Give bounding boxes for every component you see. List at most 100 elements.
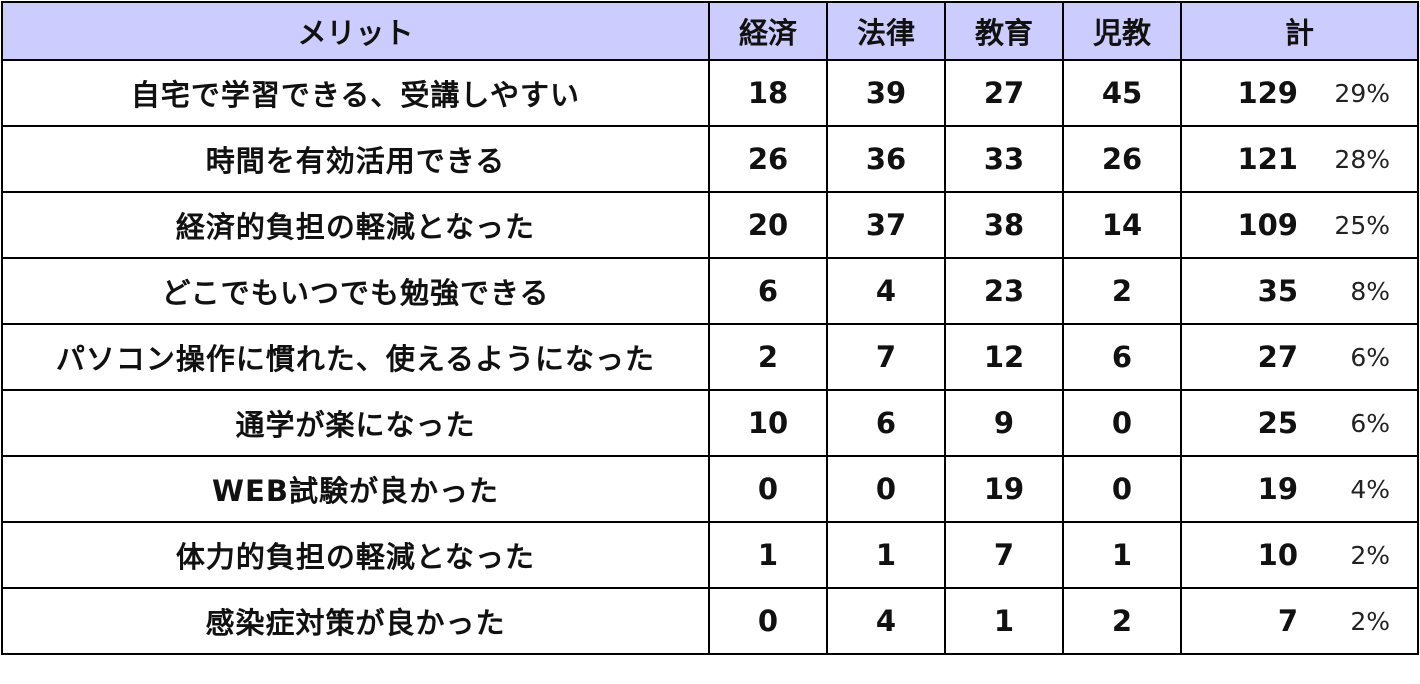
total-cell: 19 4%	[1180, 455, 1419, 523]
total-wrap: 129 29%	[1183, 62, 1416, 124]
total-cell: 129 29%	[1180, 59, 1419, 127]
count-law: 1	[826, 521, 946, 589]
count-law: 37	[826, 191, 946, 259]
table-row: どこでもいつでも勉強できる 6 4 23 2 35 8%	[1, 257, 1419, 325]
total-wrap: 27 6%	[1183, 326, 1416, 388]
count-child-education: 26	[1062, 125, 1182, 193]
count-child-education: 6	[1062, 323, 1182, 391]
count-education: 12	[944, 323, 1064, 391]
count-education: 1	[944, 587, 1064, 655]
count-education: 7	[944, 521, 1064, 589]
total-wrap: 7 2%	[1183, 590, 1416, 652]
count-education: 33	[944, 125, 1064, 193]
table-row: WEB試験が良かった 0 0 19 0 19 4%	[1, 455, 1419, 523]
count-education: 9	[944, 389, 1064, 457]
total-wrap: 25 6%	[1183, 392, 1416, 454]
total-cell: 27 6%	[1180, 323, 1419, 391]
count-economics: 18	[708, 59, 828, 127]
header-child-education: 児教	[1062, 1, 1182, 61]
count-child-education: 14	[1062, 191, 1182, 259]
count-law: 4	[826, 587, 946, 655]
total-count: 25	[1257, 406, 1298, 440]
table-row: 通学が楽になった 10 6 9 0 25 6%	[1, 389, 1419, 457]
total-percent: 4%	[1350, 474, 1390, 504]
count-law: 0	[826, 455, 946, 523]
count-law: 4	[826, 257, 946, 325]
count-economics: 1	[708, 521, 828, 589]
total-count: 27	[1257, 340, 1298, 374]
total-percent: 29%	[1334, 78, 1390, 108]
table-row: 時間を有効活用できる 26 36 33 26 121 28%	[1, 125, 1419, 193]
count-law: 36	[826, 125, 946, 193]
table-header: メリット 経済 法律 教育 児教 計	[1, 1, 1419, 61]
merit-label: 通学が楽になった	[1, 389, 710, 457]
merit-label: WEB試験が良かった	[1, 455, 710, 523]
count-education: 38	[944, 191, 1064, 259]
total-cell: 121 28%	[1180, 125, 1419, 193]
merit-label: 感染症対策が良かった	[1, 587, 710, 655]
merit-label: 経済的負担の軽減となった	[1, 191, 710, 259]
count-child-education: 2	[1062, 587, 1182, 655]
total-percent: 6%	[1350, 408, 1390, 438]
total-count: 109	[1237, 208, 1298, 242]
total-count: 129	[1237, 76, 1298, 110]
count-law: 6	[826, 389, 946, 457]
total-percent: 8%	[1350, 276, 1390, 306]
total-count: 7	[1277, 604, 1298, 638]
count-education: 27	[944, 59, 1064, 127]
merits-table: メリット 経済 法律 教育 児教 計 自宅で学習できる、受講しやすい 18 39 27…	[1, 1, 1419, 655]
merit-label: どこでもいつでも勉強できる	[1, 257, 710, 325]
total-count: 19	[1257, 472, 1298, 506]
header-economics: 経済	[708, 1, 828, 61]
table-body: 自宅で学習できる、受講しやすい 18 39 27 45 129 29% 時間を有効活用できる 2…	[1, 59, 1419, 655]
count-economics: 26	[708, 125, 828, 193]
merit-label: パソコン操作に慣れた、使えるようになった	[1, 323, 710, 391]
total-percent: 25%	[1334, 210, 1390, 240]
total-wrap: 19 4%	[1183, 458, 1416, 520]
count-education: 19	[944, 455, 1064, 523]
header-merit: メリット	[1, 1, 710, 61]
table-row: 経済的負担の軽減となった 20 37 38 14 109 25%	[1, 191, 1419, 259]
total-cell: 109 25%	[1180, 191, 1419, 259]
total-count: 35	[1257, 274, 1298, 308]
merit-label: 自宅で学習できる、受講しやすい	[1, 59, 710, 127]
count-child-education: 0	[1062, 455, 1182, 523]
count-child-education: 2	[1062, 257, 1182, 325]
total-percent: 6%	[1350, 342, 1390, 372]
merit-label: 時間を有効活用できる	[1, 125, 710, 193]
count-economics: 2	[708, 323, 828, 391]
table-row: パソコン操作に慣れた、使えるようになった 2 7 12 6 27 6%	[1, 323, 1419, 391]
total-wrap: 10 2%	[1183, 524, 1416, 586]
merit-label: 体力的負担の軽減となった	[1, 521, 710, 589]
header-law: 法律	[826, 1, 946, 61]
table-row: 体力的負担の軽減となった 1 1 7 1 10 2%	[1, 521, 1419, 589]
count-economics: 0	[708, 587, 828, 655]
header-total: 計	[1180, 1, 1419, 61]
total-percent: 28%	[1334, 144, 1390, 174]
header-row: メリット 経済 法律 教育 児教 計	[1, 1, 1419, 61]
count-economics: 10	[708, 389, 828, 457]
total-cell: 7 2%	[1180, 587, 1419, 655]
total-wrap: 121 28%	[1183, 128, 1416, 190]
total-count: 10	[1257, 538, 1298, 572]
total-percent: 2%	[1350, 606, 1390, 636]
table-row: 感染症対策が良かった 0 4 1 2 7 2%	[1, 587, 1419, 655]
total-count: 121	[1237, 142, 1298, 176]
table-row: 自宅で学習できる、受講しやすい 18 39 27 45 129 29%	[1, 59, 1419, 127]
total-cell: 10 2%	[1180, 521, 1419, 589]
total-cell: 25 6%	[1180, 389, 1419, 457]
count-child-education: 0	[1062, 389, 1182, 457]
count-law: 7	[826, 323, 946, 391]
total-percent: 2%	[1350, 540, 1390, 570]
total-cell: 35 8%	[1180, 257, 1419, 325]
count-economics: 0	[708, 455, 828, 523]
count-economics: 6	[708, 257, 828, 325]
count-economics: 20	[708, 191, 828, 259]
count-child-education: 1	[1062, 521, 1182, 589]
total-wrap: 35 8%	[1183, 260, 1416, 322]
header-education: 教育	[944, 1, 1064, 61]
count-law: 39	[826, 59, 946, 127]
total-wrap: 109 25%	[1183, 194, 1416, 256]
count-education: 23	[944, 257, 1064, 325]
count-child-education: 45	[1062, 59, 1182, 127]
